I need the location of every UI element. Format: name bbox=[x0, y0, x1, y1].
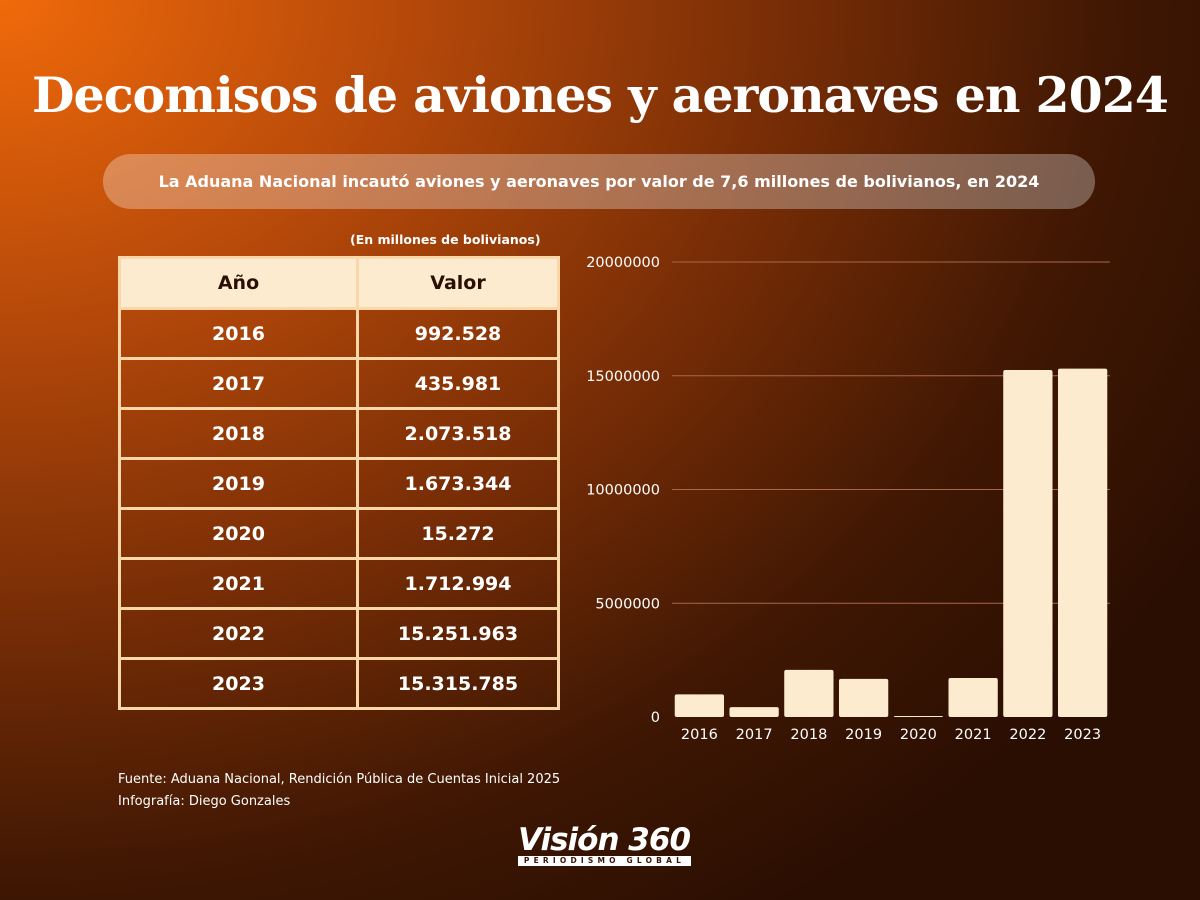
value-cell: 15.315.785 bbox=[356, 657, 560, 710]
credit-line: Infografía: Diego Gonzales bbox=[118, 794, 291, 809]
logo-tagline: PERIODISMO GLOBAL bbox=[518, 856, 691, 866]
bar-2023 bbox=[1057, 368, 1108, 717]
header-value: Valor bbox=[356, 256, 560, 310]
logo-wordmark: Visión 360 bbox=[518, 822, 691, 858]
bar-chart: 0 5000000 10000000 15000000 20000000 2016 2017… bbox=[586, 255, 1110, 743]
table-row: 2021 1.712.994 bbox=[118, 557, 560, 610]
value-cell: 435.981 bbox=[356, 357, 560, 410]
x-tick-label: 2021 bbox=[955, 727, 992, 743]
table-row: 2022 15.251.963 bbox=[118, 607, 560, 660]
year-cell: 2018 bbox=[118, 407, 359, 460]
y-tick-label: 15000000 bbox=[586, 369, 660, 385]
year-cell: 2017 bbox=[118, 357, 359, 410]
x-tick-label: 2020 bbox=[900, 727, 937, 743]
value-cell: 1.712.994 bbox=[356, 557, 560, 610]
table-row: 2018 2.073.518 bbox=[118, 407, 560, 460]
bar-2016 bbox=[674, 694, 725, 717]
page-title: Decomisos de aviones y aeronaves en 2024 bbox=[32, 66, 1169, 124]
bar-2018 bbox=[784, 669, 834, 717]
year-cell: 2016 bbox=[118, 307, 359, 360]
value-cell: 15.251.963 bbox=[356, 607, 560, 660]
brand-logo: Visión 360 PERIODISMO GLOBAL bbox=[518, 823, 693, 866]
subtitle-banner: La Aduana Nacional incautó aviones y aer… bbox=[103, 154, 1095, 209]
value-cell: 15.272 bbox=[356, 507, 560, 560]
y-tick-label: 20000000 bbox=[586, 255, 660, 271]
x-tick-label: 2022 bbox=[1009, 727, 1046, 743]
table-row: 2023 15.315.785 bbox=[118, 657, 560, 710]
y-tick-label: 0 bbox=[651, 710, 660, 726]
bar-2019 bbox=[838, 678, 889, 717]
year-cell: 2019 bbox=[118, 457, 359, 510]
table-header-row: Año Valor bbox=[118, 256, 560, 310]
x-tick-label: 2018 bbox=[790, 727, 827, 743]
year-cell: 2023 bbox=[118, 657, 359, 710]
y-tick-label: 10000000 bbox=[586, 483, 660, 499]
year-cell: 2022 bbox=[118, 607, 359, 660]
x-tick-label: 2023 bbox=[1064, 727, 1101, 743]
table-row: 2020 15.272 bbox=[118, 507, 560, 560]
x-tick-label: 2017 bbox=[736, 727, 773, 743]
subtitle-text: La Aduana Nacional incautó aviones y aer… bbox=[158, 172, 1040, 191]
table-row: 2016 992.528 bbox=[118, 307, 560, 360]
x-tick-label: 2019 bbox=[845, 727, 882, 743]
source-block: Fuente: Aduana Nacional, Rendición Públi… bbox=[118, 769, 560, 813]
value-cell: 992.528 bbox=[356, 307, 560, 360]
bar-2017 bbox=[729, 707, 779, 717]
bar-2021 bbox=[948, 678, 998, 717]
bar-2020 bbox=[893, 716, 944, 717]
units-note: (En millones de bolivianos) bbox=[350, 232, 541, 247]
table-row: 2019 1.673.344 bbox=[118, 457, 560, 510]
y-tick-label: 5000000 bbox=[595, 596, 660, 612]
year-cell: 2020 bbox=[118, 507, 359, 560]
value-cell: 2.073.518 bbox=[356, 407, 560, 460]
value-cell: 1.673.344 bbox=[356, 457, 560, 510]
table-row: 2017 435.981 bbox=[118, 357, 560, 410]
header-year: Año bbox=[118, 256, 359, 310]
source-line: Fuente: Aduana Nacional, Rendición Públi… bbox=[118, 772, 561, 787]
values-table: Año Valor 2016 992.528 2017 435.981 2018 2.… bbox=[118, 256, 560, 710]
bar-2022 bbox=[1003, 370, 1053, 717]
year-cell: 2021 bbox=[118, 557, 359, 610]
x-tick-label: 2016 bbox=[681, 727, 718, 743]
